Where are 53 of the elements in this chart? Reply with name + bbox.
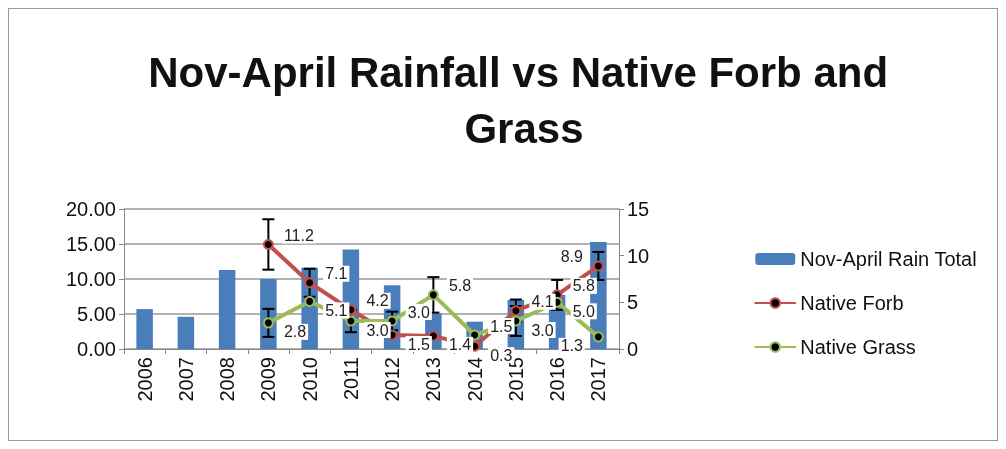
bar [136,309,153,349]
data-label: 1.5 [407,335,430,353]
x-tick-label: 2010 [298,357,321,402]
point [592,331,604,343]
data-label: 3.0 [407,303,430,321]
point [510,305,522,317]
data-label: 5.0 [572,302,595,320]
point [345,315,357,327]
x-tick-label: 2011 [339,357,362,401]
y-tick-label: 15.00 [65,233,116,255]
y2-tick-label: 0 [627,338,639,360]
point [304,295,316,307]
legend-label: Native Grass [800,336,916,358]
data-label: 1.3 [560,337,583,355]
data-label: 2.8 [283,323,307,341]
point [304,277,316,289]
bar [177,316,195,349]
data-label: 3.0 [366,321,389,339]
x-tick-label: 2008 [216,357,239,402]
x-tick-label: 2014 [463,357,486,402]
data-label: 5.8 [572,277,595,295]
y-tick-label: 10.00 [65,268,116,290]
y2-tick-label: 15 [627,198,650,220]
data-label: 5.1 [325,301,348,319]
x-tick-label: 2007 [174,357,197,402]
data-label: 8.9 [560,248,583,266]
x-tick-label: 2012 [381,357,404,402]
x-tick-label: 2016 [546,357,569,402]
x-tick-label: 2017 [587,357,610,402]
point [262,317,274,329]
bar [218,269,236,349]
y-tick-label: 20.00 [65,198,116,220]
point [262,238,274,250]
point [427,289,439,301]
data-label: 11.2 [283,226,314,244]
data-label: 1.4 [448,336,472,354]
data-label: 7.1 [325,265,348,283]
y-tick-label: 5.00 [77,303,116,325]
data-label: 1.5 [490,317,513,335]
y2-tick-label: 5 [627,291,639,314]
data-label: 5.8 [448,277,472,295]
data-label: 4.2 [366,292,389,310]
x-tick-label: 2009 [257,357,280,402]
data-label: 3.0 [531,321,554,339]
x-tick-label: 2013 [422,357,445,402]
y2-tick-label: 10 [627,244,650,267]
legend-label: Nov-April Rain Total [800,248,977,270]
chart-title: Nov-April Rainfall vs Native Forb and Grass [148,48,900,152]
data-label: 4.1 [531,293,554,311]
legend-label: Native Forb [800,292,904,314]
x-tick-label: 2006 [133,357,156,402]
point [592,260,604,272]
y-tick-label: 0.00 [77,338,116,360]
